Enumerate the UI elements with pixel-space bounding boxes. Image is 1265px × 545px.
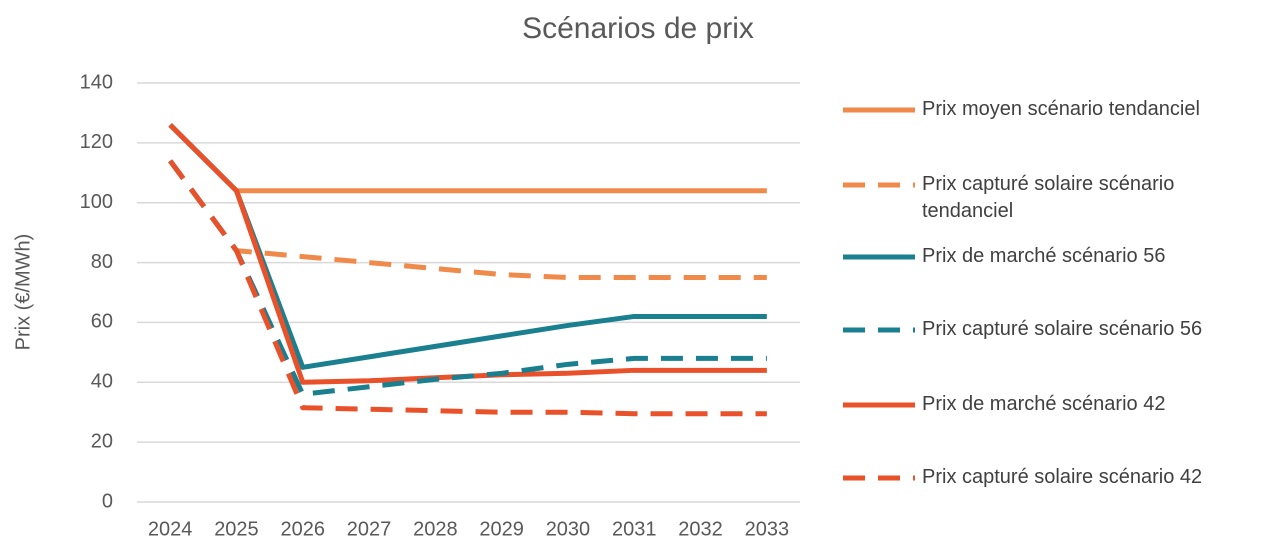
- y-tick-label: 40: [91, 371, 113, 393]
- legend-label: Prix de marché scénario 42: [922, 393, 1166, 415]
- legend-label: Prix capturé solaire scénario tendanciel: [922, 173, 1175, 222]
- y-tick-label: 100: [80, 191, 113, 213]
- series-line: [168, 123, 767, 385]
- series-line: [168, 123, 767, 370]
- legend-label: Prix capturé solaire scénario 42: [922, 466, 1203, 488]
- x-tick-label: 2030: [546, 518, 591, 540]
- y-tick-label: 140: [80, 71, 113, 93]
- y-tick-label: 0: [102, 490, 113, 512]
- x-tick-label: 2033: [745, 518, 790, 540]
- legend-label: Prix de marché scénario 56: [922, 245, 1166, 267]
- x-tick-label: 2025: [214, 518, 259, 540]
- x-tick-label: 2029: [479, 518, 524, 540]
- series-line: [168, 159, 767, 417]
- x-tick-label: 2031: [612, 518, 657, 540]
- x-tick-label: 2027: [347, 518, 392, 540]
- y-tick-label: 80: [91, 251, 113, 273]
- series-line: [168, 159, 767, 397]
- chart-title: Scénarios de prix: [522, 12, 754, 45]
- x-tick-label: 2028: [413, 518, 458, 540]
- legend-label: Prix capturé solaire scénario 56: [922, 318, 1203, 340]
- x-tick-label: 2026: [281, 518, 326, 540]
- y-axis-label: Prix (€/MWh): [12, 234, 34, 351]
- y-tick-label: 20: [91, 430, 113, 452]
- x-tick-label: 2024: [148, 518, 193, 540]
- y-tick-label: 120: [80, 131, 113, 153]
- series-line: [168, 159, 767, 281]
- legend-label: Prix moyen scénario tendanciel: [922, 98, 1200, 120]
- series-line: [168, 123, 767, 194]
- y-tick-label: 60: [91, 311, 113, 333]
- x-tick-label: 2032: [678, 518, 723, 540]
